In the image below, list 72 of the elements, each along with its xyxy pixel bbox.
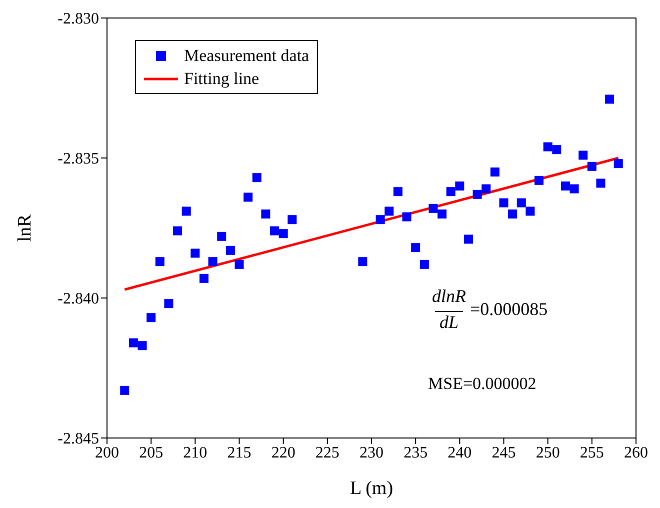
point: [358, 257, 368, 266]
x-tick-label: 225: [315, 444, 340, 462]
point: [384, 206, 394, 216]
point: [173, 226, 182, 236]
x-tick-label: 250: [536, 444, 560, 462]
point: [376, 215, 385, 224]
point: [234, 260, 244, 269]
point: [560, 182, 570, 190]
x-axis-title: L (m): [350, 478, 394, 499]
point: [570, 184, 579, 194]
point: [499, 198, 508, 208]
point: [402, 212, 412, 222]
point: [208, 257, 218, 266]
y-axis-title: lnR: [14, 214, 36, 242]
point: [199, 274, 208, 283]
point: [393, 187, 402, 196]
x-tick-label: 205: [139, 444, 164, 462]
point: [411, 243, 420, 252]
point: [596, 178, 606, 188]
point: [428, 204, 438, 213]
point: [128, 338, 138, 348]
point: [278, 229, 288, 238]
point: [508, 210, 518, 218]
point: [146, 313, 156, 322]
point: [482, 184, 491, 194]
point: [138, 341, 147, 350]
annotation: dlnR: [431, 286, 467, 307]
point: [226, 246, 235, 255]
point: [217, 232, 226, 241]
point: [261, 210, 270, 218]
point: [552, 145, 562, 154]
point: [438, 210, 447, 218]
point: [578, 150, 588, 160]
point: [464, 234, 473, 244]
point: [182, 206, 191, 216]
point: [490, 168, 500, 176]
point: [270, 226, 280, 236]
annotation: MSE=0.000002: [428, 374, 536, 394]
annotation: dL: [435, 311, 462, 333]
point: [244, 192, 253, 202]
x-tick-label: 220: [271, 444, 296, 462]
point: [526, 206, 535, 216]
point: [120, 386, 130, 395]
point: [155, 257, 164, 266]
point: [455, 182, 464, 190]
point: [288, 215, 297, 224]
point: [252, 173, 262, 182]
x-tick-label: 245: [492, 444, 516, 462]
y-tick-label: -2.830: [58, 10, 99, 28]
legend-label: Measurement data: [184, 45, 310, 67]
point: [516, 198, 526, 208]
y-tick-label: -2.835: [58, 150, 99, 168]
point: [420, 260, 429, 269]
point: [614, 159, 623, 168]
legend-label: Fitting line: [184, 68, 260, 90]
y-tick-label: -2.840: [58, 290, 99, 308]
point: [190, 248, 200, 258]
point: [543, 142, 552, 152]
annotation: =0.000085: [470, 299, 548, 320]
point: [605, 94, 614, 104]
x-tick-label: 260: [624, 444, 648, 462]
point: [446, 187, 456, 196]
x-tick-label: 235: [404, 444, 428, 462]
point: [587, 162, 596, 171]
x-tick-label: 230: [360, 444, 384, 462]
x-tick-label: 210: [183, 444, 208, 462]
x-tick-label: 255: [580, 444, 604, 462]
point: [534, 176, 544, 185]
x-tick-label: 215: [227, 444, 252, 462]
point: [472, 190, 482, 199]
point: [164, 299, 174, 308]
x-tick-label: 240: [448, 444, 472, 462]
